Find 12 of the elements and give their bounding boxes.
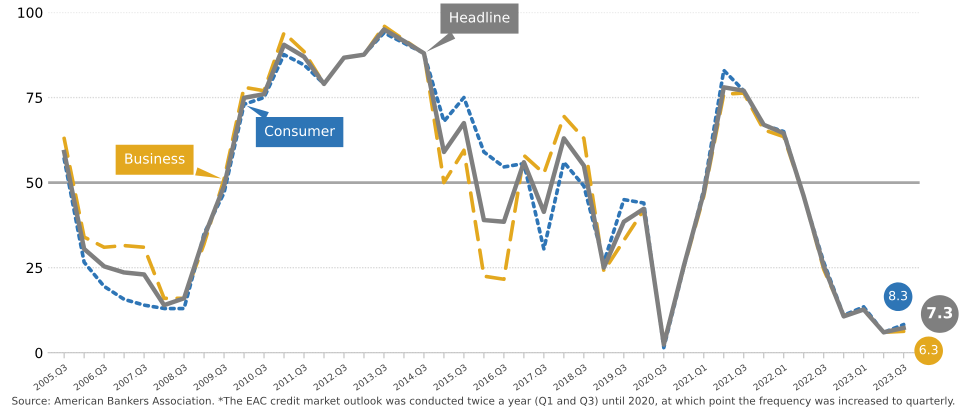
y-tick-label: 50 — [26, 178, 42, 188]
source-note: Source: American Bankers Association. *The EAC credit market outlook was conducted twice a year (Q1 and Q3) until 2020, at which point the frequency was increased to quarterly. — [12, 396, 954, 407]
y-tick-label: 25 — [26, 262, 42, 274]
data-label: 6.3 — [920, 344, 938, 354]
data-label: 7.3 — [927, 306, 952, 318]
y-tick-label: 0 — [35, 348, 42, 358]
text: Headline — [450, 12, 510, 23]
y-tick-label: 100 — [18, 7, 42, 18]
legend-label: Consumer — [264, 126, 336, 136]
y-tick-label: 75 — [26, 92, 42, 103]
text: Business — [125, 153, 185, 164]
data-label: 8.3 — [889, 290, 908, 300]
